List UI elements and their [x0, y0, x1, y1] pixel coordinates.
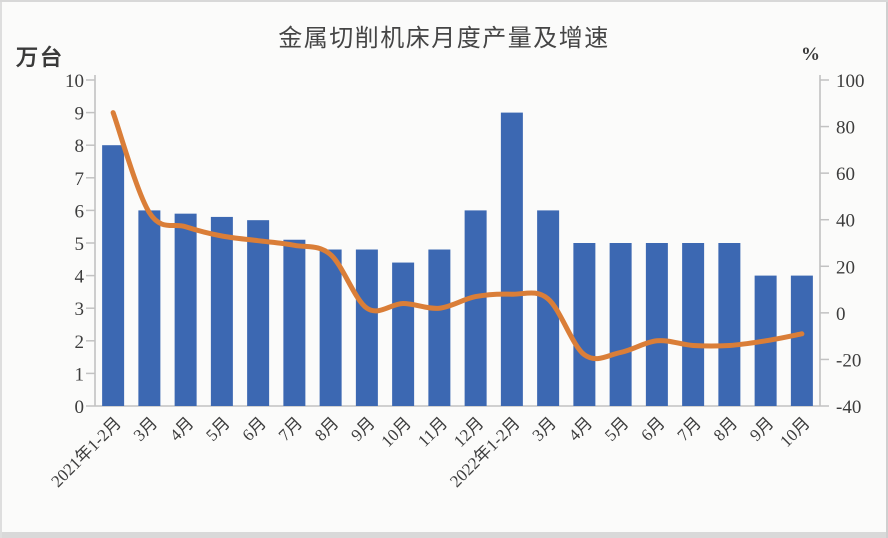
- x-axis-category-label: 7月: [673, 413, 704, 444]
- left-axis-tick-label: 7: [75, 169, 85, 190]
- bar-10月: [790, 275, 813, 406]
- bar-11月: [428, 249, 451, 406]
- left-axis-tick-label: 4: [75, 267, 85, 288]
- left-axis-unit-label: 万台: [16, 45, 65, 70]
- x-axis-category-label: 8月: [311, 413, 342, 444]
- bar-12月: [464, 210, 487, 406]
- bar-6月: [645, 243, 668, 406]
- x-axis-category-label: 3月: [528, 413, 559, 444]
- x-axis-category-label: 5月: [202, 413, 233, 444]
- bar-8月: [718, 243, 741, 406]
- bar-2021年1-2月: [102, 145, 125, 406]
- left-axis-tick-label: 0: [75, 397, 85, 418]
- right-axis-tick-label: -40: [836, 397, 861, 418]
- left-axis-tick-label: 5: [75, 234, 85, 255]
- bar-7月: [682, 243, 705, 406]
- x-axis-category-label: 10月: [776, 413, 813, 450]
- x-axis-category-label: 9月: [746, 413, 777, 444]
- left-axis-tick-label: 8: [75, 136, 85, 157]
- x-axis-category-label: 11月: [414, 413, 451, 450]
- bar-7月: [283, 239, 306, 406]
- x-axis-category-label: 5月: [601, 413, 632, 444]
- right-axis-tick-label: 60: [836, 164, 855, 185]
- x-axis-category-label: 3月: [130, 413, 161, 444]
- bar-4月: [573, 243, 596, 406]
- right-axis-tick-label: 100: [836, 71, 865, 92]
- bar-9月: [355, 249, 378, 406]
- bar-3月: [138, 210, 161, 406]
- x-axis-category-label: 6月: [637, 413, 668, 444]
- x-axis-category-label: 8月: [710, 413, 741, 444]
- bar-2022年1-2月: [500, 112, 523, 406]
- x-axis-category-label: 4月: [166, 413, 197, 444]
- left-axis-tick-label: 10: [65, 71, 84, 92]
- right-axis-tick-label: 80: [836, 118, 855, 139]
- bar-3月: [537, 210, 560, 406]
- left-axis-tick-label: 9: [75, 104, 85, 125]
- left-axis-tick-label: 1: [75, 364, 85, 385]
- x-axis-category-label: 9月: [347, 413, 378, 444]
- x-axis-category-label: 2021年1-2月: [47, 413, 125, 491]
- left-axis-tick-label: 6: [75, 201, 85, 222]
- x-axis-category-label: 7月: [275, 413, 306, 444]
- bar-8月: [319, 249, 342, 406]
- left-axis-tick-label: 2: [75, 332, 85, 353]
- right-axis-tick-label: -20: [836, 350, 861, 371]
- chart-title: 金属切削机床月度产量及增速: [278, 26, 610, 52]
- right-axis-tick-label: 0: [836, 304, 846, 325]
- bar-6月: [247, 220, 270, 406]
- bar-4月: [174, 213, 197, 406]
- growth-rate-line: [110, 110, 805, 362]
- right-axis-unit-label: %: [801, 44, 820, 65]
- x-axis-category-label: 6月: [238, 413, 269, 444]
- right-axis-tick-label: 40: [836, 211, 855, 232]
- left-axis-tick-label: 3: [75, 299, 85, 320]
- right-axis-tick-label: 20: [836, 257, 855, 278]
- x-axis-category-label: 10月: [377, 413, 414, 450]
- bar-5月: [609, 243, 632, 406]
- bar-5月: [210, 216, 233, 406]
- x-axis-category-label: 4月: [565, 413, 596, 444]
- bar-10月: [392, 262, 415, 406]
